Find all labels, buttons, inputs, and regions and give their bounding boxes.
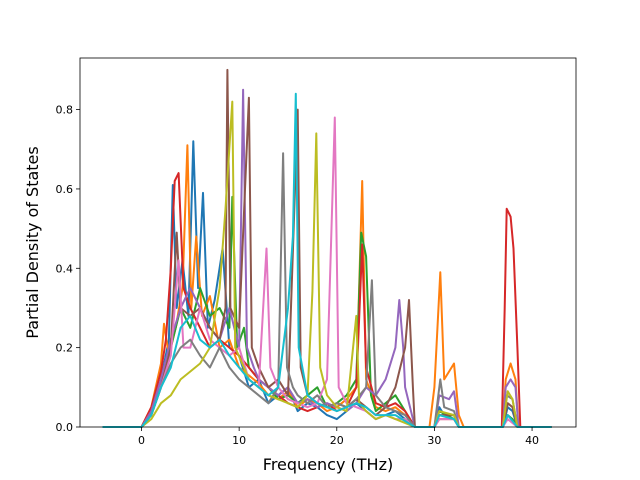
x-tick-label: 30: [427, 434, 441, 447]
series-line-9: [102, 100, 552, 428]
y-tick-label: 0.0: [56, 421, 74, 434]
ticks-layer: 0 10 20 30 40 0.0 0.2 0.4 0.6 0.8: [56, 104, 540, 447]
x-tick-label: 10: [232, 434, 246, 447]
series-layer: [102, 68, 552, 428]
plot-frame: [79, 57, 577, 428]
y-axis-label: Partial Density of States: [23, 146, 42, 338]
y-tick-label: 0.8: [56, 104, 74, 117]
series-line-2: [102, 144, 552, 428]
y-tick-label: 0.2: [56, 342, 74, 355]
y-tick-label: 0.6: [56, 183, 74, 196]
series-line-10: [102, 92, 552, 428]
x-axis-label: Frequency (THz): [263, 455, 393, 474]
x-tick-label: 20: [330, 434, 344, 447]
x-tick-label: 0: [138, 434, 145, 447]
x-tick-label: 40: [525, 434, 539, 447]
y-tick-label: 0.4: [56, 262, 74, 275]
series-line-8: [102, 152, 552, 428]
